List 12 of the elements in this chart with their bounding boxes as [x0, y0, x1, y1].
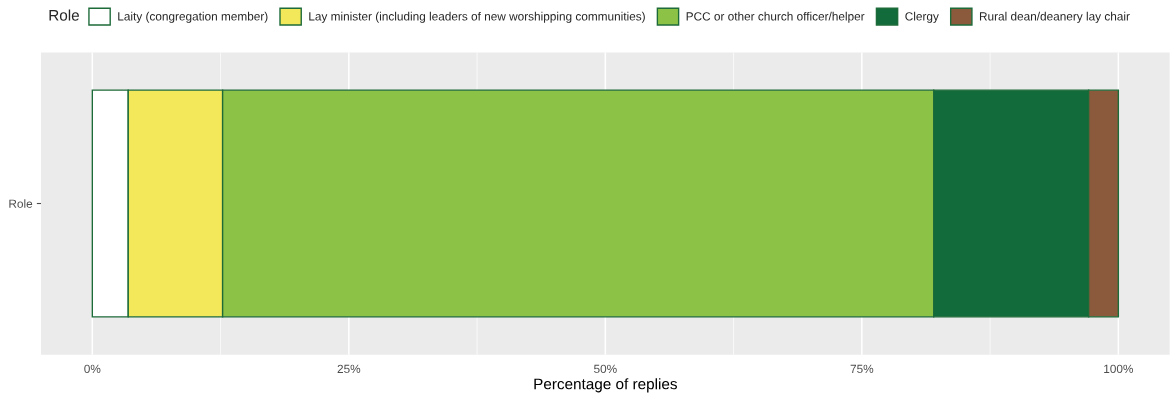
- legend-title: Role: [49, 9, 79, 21]
- x-tick-label: 50%: [594, 364, 617, 374]
- legend-label: Clergy: [905, 11, 939, 23]
- legend-label: Rural dean/deanery lay chair: [979, 11, 1130, 23]
- legend-label: Laity (congregation member): [118, 11, 268, 23]
- legend-label: PCC or other church officer/helper: [686, 11, 865, 23]
- x-axis-title: Percentage of replies: [534, 378, 677, 393]
- x-tick-label: 25%: [337, 364, 361, 374]
- x-tick-label: 75%: [850, 364, 874, 374]
- legend-label: Lay minister (including leaders of new worshipping communities): [309, 11, 645, 23]
- x-tick-label: 100%: [1104, 364, 1134, 374]
- x-tick-label: 0%: [84, 364, 101, 374]
